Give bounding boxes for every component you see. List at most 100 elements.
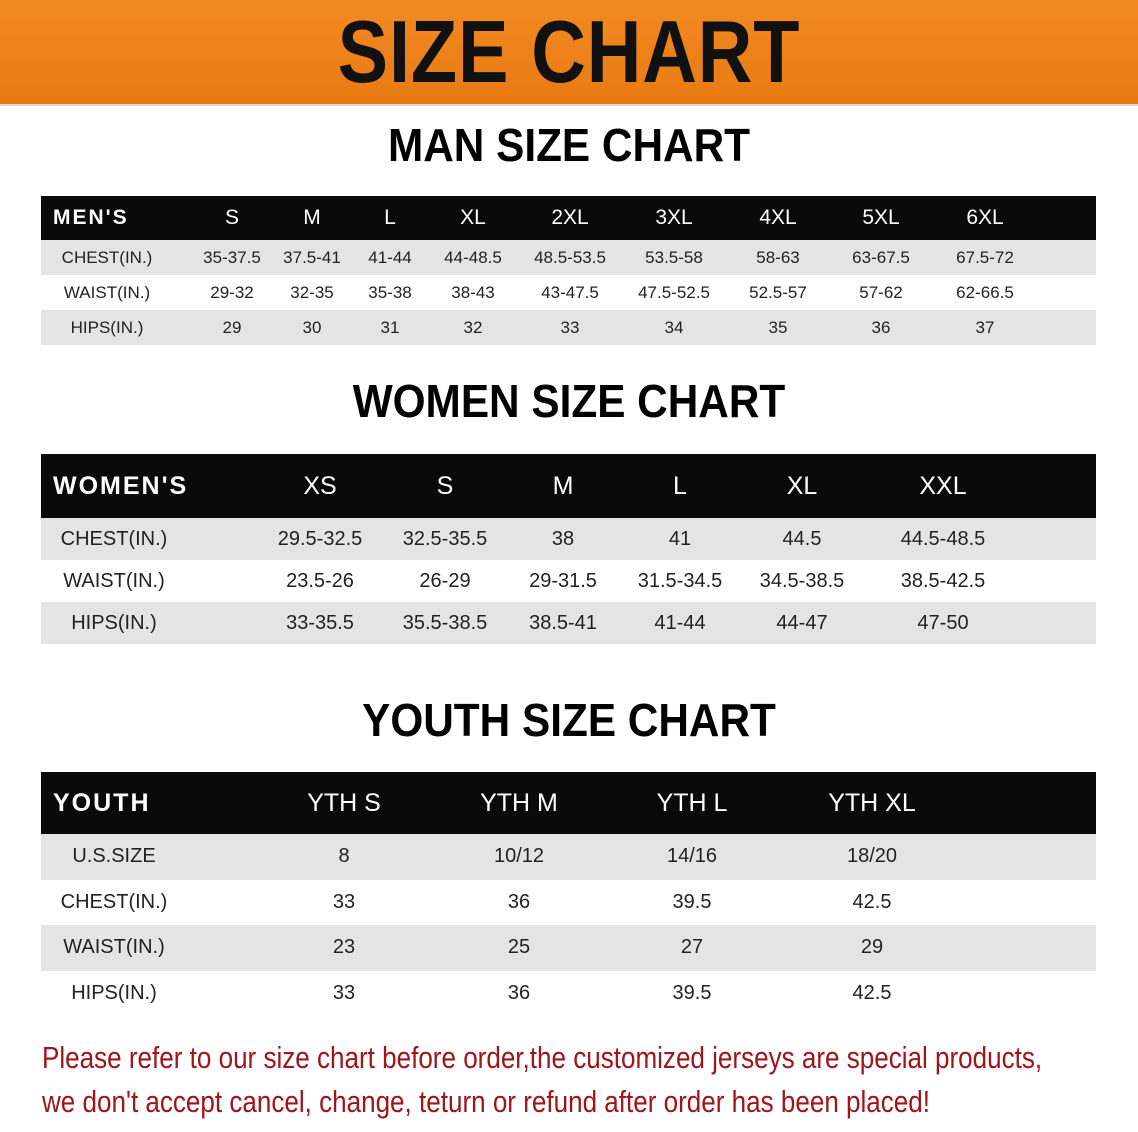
table-cell: 39.5 <box>672 890 712 913</box>
table-row: CHEST(IN.) 29.5-32.5 32.5-35.5 38 41 44.5 44.5… <box>41 518 1096 560</box>
table-cell: 37 <box>975 317 995 337</box>
size-header: M <box>552 471 574 500</box>
table-cell: 30 <box>302 317 322 337</box>
table-header-label: MEN'S <box>53 206 129 229</box>
table-row: HIPS(IN.) 33-35.5 35.5-38.5 38.5-41 41-44 44-… <box>41 602 1096 644</box>
table-cell: 44.5 <box>782 527 822 550</box>
table-cell: 38 <box>551 527 575 550</box>
size-header: YTH S <box>307 788 381 817</box>
table-cell: 62-66.5 <box>956 282 1014 302</box>
size-header: XL <box>460 206 486 229</box>
table-cell: 36 <box>507 981 531 1004</box>
table-row: HIPS(IN.) 33 36 39.5 42.5 <box>41 971 1096 1017</box>
table-cell: 35-37.5 <box>203 247 261 267</box>
table-cell: 67.5-72 <box>956 247 1014 267</box>
women-section-title: WOMEN SIZE CHART <box>352 375 786 427</box>
table-cell: 43-47.5 <box>541 282 599 302</box>
measurement-label: CHEST(IN.) <box>61 247 153 267</box>
table-cell: 29-31.5 <box>529 569 597 592</box>
table-row: CHEST(IN.) 35-37.5 37.5-41 41-44 44-48.5 48.5… <box>41 240 1096 275</box>
measurement-label: HIPS(IN.) <box>70 317 144 337</box>
size-header: 6XL <box>966 206 1004 229</box>
measurement-label: WAIST(IN.) <box>63 569 165 592</box>
table-cell: 44-47 <box>776 611 828 634</box>
table-cell: 31.5-34.5 <box>637 569 723 592</box>
table-row: CHEST(IN.) 33 36 39.5 42.5 <box>41 880 1096 926</box>
men-section-title: MAN SIZE CHART <box>387 119 751 171</box>
table-cell: 31 <box>380 317 400 337</box>
table-cell: 41-44 <box>368 247 412 267</box>
table-cell: 29-32 <box>210 282 254 302</box>
size-header: S <box>224 206 240 229</box>
table-cell: 52.5-57 <box>749 282 807 302</box>
table-row: HIPS(IN.) 29 30 31 32 33 34 35 36 37 <box>41 310 1096 345</box>
measurement-label: HIPS(IN.) <box>71 981 157 1004</box>
table-cell: 44-48.5 <box>444 247 502 267</box>
table-cell: 47.5-52.5 <box>638 282 710 302</box>
measurement-label: U.S.SIZE <box>72 845 156 868</box>
size-header: YTH L <box>656 788 728 817</box>
notice-line-1: Please refer to our size chart before or… <box>42 1040 1043 1075</box>
table-cell: 33 <box>332 981 356 1004</box>
table-row: U.S.SIZE 8 10/12 14/16 18/20 <box>41 834 1096 880</box>
table-header-row: MEN'S S M L XL 2XL 3XL 4XL 5XL 6XL <box>41 196 1096 240</box>
size-header: S <box>436 471 454 500</box>
table-cell: 29 <box>222 317 242 337</box>
table-cell: 34.5-38.5 <box>759 569 845 592</box>
table-row: WAIST(IN.) 23.5-26 26-29 29-31.5 31.5-34.5 34… <box>41 560 1096 602</box>
table-cell: 32.5-35.5 <box>402 527 488 550</box>
table-row: WAIST(IN.) 23 25 27 29 <box>41 925 1096 971</box>
table-cell: 8 <box>338 845 350 868</box>
table-cell: 32 <box>463 317 483 337</box>
table-cell: 41 <box>668 527 692 550</box>
table-cell: 33 <box>560 317 580 337</box>
table-cell: 36 <box>871 317 891 337</box>
table-cell: 38.5-42.5 <box>900 569 986 592</box>
table-cell: 58-63 <box>756 247 800 267</box>
table-cell: 44.5-48.5 <box>900 527 986 550</box>
table-cell: 35-38 <box>368 282 412 302</box>
table-cell: 33 <box>332 890 356 913</box>
table-cell: 42.5 <box>852 890 892 913</box>
table-cell: 39.5 <box>672 981 712 1004</box>
table-header-row: WOMEN'S XS S M L XL XXL <box>41 454 1096 518</box>
table-cell: 23.5-26 <box>286 569 354 592</box>
table-cell: 53.5-58 <box>645 247 703 267</box>
table-cell: 27 <box>680 936 704 959</box>
notice-line-2: we don't accept cancel, change, teturn o… <box>42 1084 931 1119</box>
size-header: XS <box>303 471 337 500</box>
table-cell: 33-35.5 <box>286 611 354 634</box>
measurement-label: CHEST(IN.) <box>60 527 168 550</box>
size-header: L <box>384 206 396 229</box>
measurement-label: HIPS(IN.) <box>71 611 157 634</box>
table-cell: 29 <box>860 936 884 959</box>
table-header-row: YOUTH YTH S YTH M YTH L YTH XL <box>41 772 1096 834</box>
table-cell: 63-67.5 <box>852 247 910 267</box>
banner: SIZE CHART <box>0 0 1138 106</box>
size-header: 3XL <box>655 206 693 229</box>
table-header-label: YOUTH <box>53 788 151 817</box>
measurement-label: WAIST(IN.) <box>63 282 151 302</box>
table-cell: 23 <box>332 936 356 959</box>
table-cell: 38-43 <box>451 282 495 302</box>
size-header: 5XL <box>862 206 900 229</box>
table-cell: 29.5-32.5 <box>277 527 363 550</box>
table-cell: 34 <box>664 317 684 337</box>
table-cell: 35.5-38.5 <box>402 611 488 634</box>
table-cell: 38.5-41 <box>529 611 597 634</box>
table-cell: 18/20 <box>846 845 898 868</box>
table-header-label: WOMEN'S <box>53 471 189 500</box>
table-cell: 47-50 <box>917 611 969 634</box>
size-header: XL <box>786 471 818 500</box>
youth-section-title: YOUTH SIZE CHART <box>362 694 776 746</box>
size-header: 2XL <box>551 206 589 229</box>
table-cell: 37.5-41 <box>283 247 341 267</box>
table-cell: 57-62 <box>859 282 903 302</box>
table-cell: 35 <box>768 317 788 337</box>
size-header: YTH XL <box>828 788 916 817</box>
size-header: 4XL <box>759 206 797 229</box>
table-cell: 32-35 <box>290 282 334 302</box>
size-header: M <box>303 206 321 229</box>
size-header: XXL <box>919 471 967 500</box>
size-header: YTH M <box>480 788 558 817</box>
